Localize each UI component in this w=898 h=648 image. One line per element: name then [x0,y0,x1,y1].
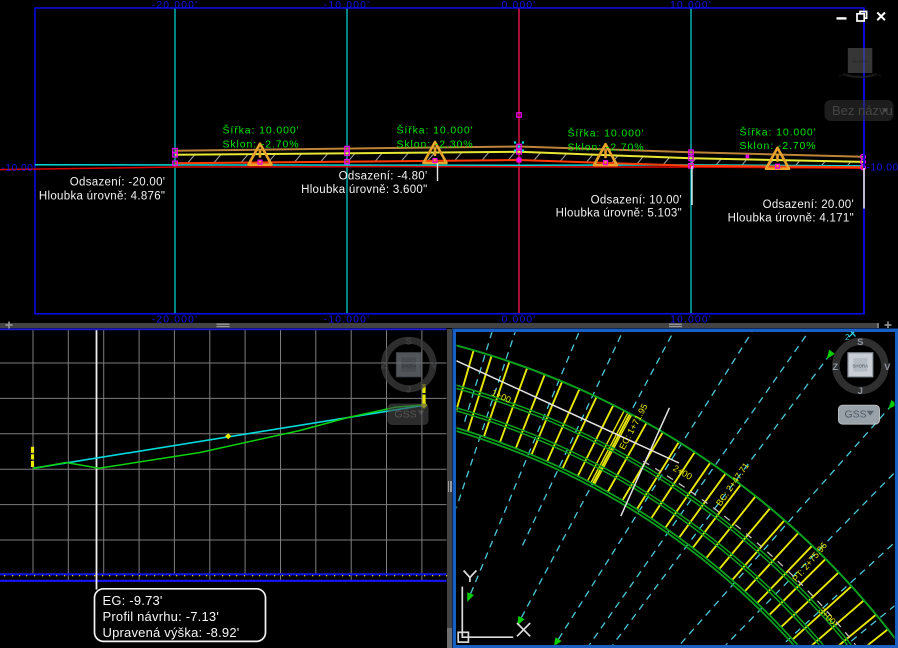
svg-text:Hloubka úrovně: 3.600": Hloubka úrovně: 3.600" [301,184,427,196]
svg-text:Odsazení: -20.00': Odsazení: -20.00' [70,177,166,189]
svg-text:10.000': 10.000' [670,0,712,11]
svg-text:Sklon: -2.30%: Sklon: -2.30% [396,139,473,151]
svg-text:GSS: GSS [845,409,867,421]
svg-text:0.000': 0.000' [502,0,537,11]
svg-text:Z: Z [381,360,387,371]
svg-text:Odsazení: -4.80': Odsazení: -4.80' [339,171,428,183]
svg-text:V: V [884,362,891,373]
svg-text:Upravená výška: -8.92': Upravená výška: -8.92' [103,625,240,640]
svg-text:GSS: GSS [395,409,417,421]
svg-text:-20.000': -20.000' [152,0,199,11]
svg-text:SHORA: SHORA [401,364,416,369]
svg-text:0.000': 0.000' [502,315,537,326]
svg-text:S: S [406,336,412,347]
svg-text:Bez názvu: Bez názvu [832,103,893,118]
svg-text:2+00: 2+00 [671,463,694,482]
svg-text:Šířka: 10.000': Šířka: 10.000' [567,127,644,140]
svg-text:Hloubka úrovně: 5.103": Hloubka úrovně: 5.103" [556,207,682,219]
svg-text:J: J [858,386,863,397]
svg-text:SHORA: SHORA [852,364,868,369]
svg-text:Šířka: 10.000': Šířka: 10.000' [222,124,299,137]
svg-text:-10.00': -10.00' [867,162,898,173]
svg-text:Odsazení: 10.00': Odsazení: 10.00' [591,194,682,206]
svg-text:2: 2 [845,333,850,342]
svg-text:Šířka: 10.000': Šířka: 10.000' [739,126,816,139]
svg-text:Z: Z [832,362,838,373]
svg-text:-10.000': -10.000' [324,315,371,326]
svg-text:S: S [857,337,863,348]
svg-text:Hloubka úrovně: 4.876": Hloubka úrovně: 4.876" [39,191,165,203]
svg-text:Hloubka úrovně: 4.171": Hloubka úrovně: 4.171" [728,212,854,224]
svg-text:SHORA: SHORA [852,59,868,64]
svg-text:-10.000': -10.000' [324,0,371,11]
svg-text:Sklon: -2.70%: Sklon: -2.70% [222,139,299,151]
svg-text:Sklon: -2.70%: Sklon: -2.70% [739,140,816,152]
svg-text:J: J [406,385,411,396]
svg-text:-20.000': -20.000' [152,315,199,326]
svg-text:10.000': 10.000' [670,315,712,326]
svg-text:EG: -9.73': EG: -9.73' [103,593,163,608]
svg-text:Sklon: -2.70%: Sklon: -2.70% [567,142,644,154]
svg-text:-10.00: -10.00 [1,163,33,174]
svg-text:V: V [431,360,438,371]
svg-text:Profil návrhu: -7.13': Profil návrhu: -7.13' [103,609,220,624]
svg-text:Odsazení: 20.00': Odsazení: 20.00' [763,199,854,211]
svg-text:Šířka: 10.000': Šířka: 10.000' [396,124,473,137]
